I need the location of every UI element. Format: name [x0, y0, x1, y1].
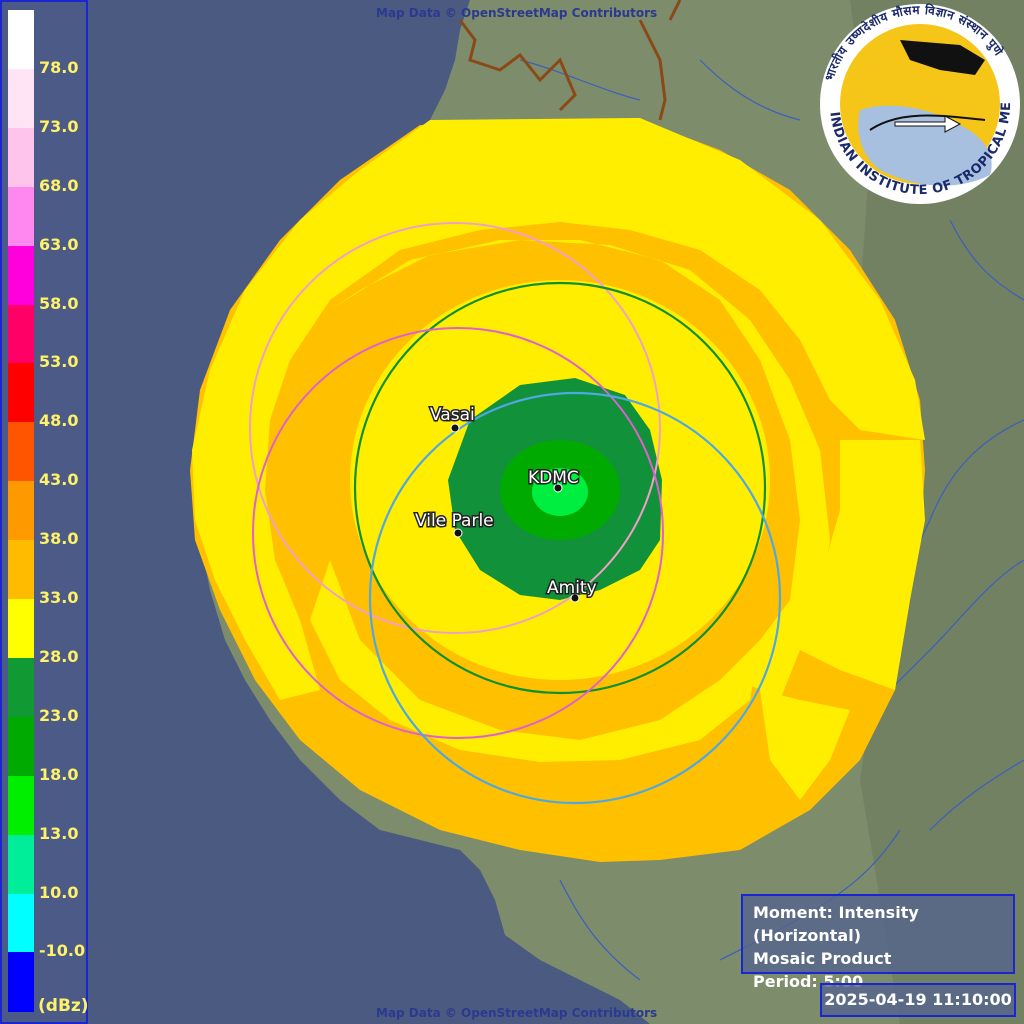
range-circle-vile-parle [252, 327, 664, 739]
legend-swatch [8, 834, 34, 894]
state-border [458, 0, 682, 121]
legend-label: 33.0 [39, 588, 79, 607]
legend-label: 73.0 [39, 116, 79, 136]
logo-himalaya [900, 40, 985, 75]
legend-label: 23.0 [39, 705, 79, 725]
legend-label: 43.0 [39, 470, 79, 490]
legend-label: 48.0 [39, 411, 79, 431]
station-label-vasai: Vasai [430, 405, 475, 425]
legend-label: 68.0 [39, 175, 79, 195]
station-label-kdmc: KDMC [528, 468, 579, 488]
product-text: Mosaic Product [753, 949, 892, 968]
legend-label: 18.0 [39, 764, 79, 784]
color-scale-legend: 78.0 73.0 68.0 63.0 58.0 53.0 48.0 43.0 38.0 33.0… [0, 0, 89, 1024]
legend-swatch [8, 363, 34, 423]
radar-yellow-band [330, 240, 830, 700]
radar-yellow-lower [310, 560, 760, 762]
station-vasai[interactable]: Vasai [429, 404, 476, 433]
legend-label: 38.0 [39, 529, 79, 549]
legend-swatch [8, 10, 34, 70]
legend-swatch [8, 186, 34, 247]
radar-yellow-right [800, 440, 925, 690]
legend-unit: (dBz) [38, 996, 89, 1016]
land-relief [850, 0, 1024, 1024]
legend-label: -10.0 [39, 941, 86, 961]
legend-swatch [8, 893, 34, 953]
station-vile-parle[interactable]: Vile Parle [414, 510, 495, 538]
legend-label: 58.0 [39, 293, 79, 313]
legend-swatch [8, 952, 34, 1012]
map-attribution-bottom: Map Data © OpenStreetMap Contributors [376, 1006, 658, 1020]
legend-swatch [8, 540, 34, 600]
legend-label: 10.0 [39, 882, 79, 902]
moment-text: Moment: Intensity (Horizontal) [753, 903, 919, 945]
station-kdmc[interactable]: KDMC [527, 467, 580, 493]
legend-swatch [8, 481, 34, 541]
legend-swatch [8, 657, 34, 718]
radar-yellow-se [760, 690, 850, 800]
legend-swatch [8, 68, 34, 129]
legend-swatch [8, 422, 34, 482]
legend-swatch [8, 304, 34, 364]
legend-label: 28.0 [39, 646, 79, 666]
legend-swatch [8, 716, 34, 777]
legend-label: 53.0 [39, 352, 79, 372]
logo-arrow-icon [894, 115, 962, 133]
legend-label: 13.0 [39, 823, 79, 843]
station-label-vile-parle: Vile Parle [415, 511, 494, 531]
legend-swatch [8, 775, 34, 836]
range-circle-kdmc [353, 281, 767, 695]
range-circle-amity [368, 391, 782, 805]
legend-swatch [8, 127, 34, 188]
timestamp-box: 2025-04-19 11:10:00 [820, 983, 1016, 1017]
station-label-amity: Amity [547, 578, 597, 598]
legend-swatch [8, 245, 34, 305]
station-amity[interactable]: Amity [546, 577, 598, 603]
range-circle-vasai [249, 222, 661, 634]
logo-sea [858, 105, 992, 186]
map-attribution-top: Map Data © OpenStreetMap Contributors [376, 6, 658, 20]
legend-swatch [8, 599, 34, 659]
legend-label: 63.0 [39, 234, 79, 254]
legend-label: 78.0 [39, 57, 79, 77]
radar-yellow-outer [192, 118, 925, 700]
product-info-box: Moment: Intensity (Horizontal) Mosaic Pr… [741, 894, 1015, 991]
